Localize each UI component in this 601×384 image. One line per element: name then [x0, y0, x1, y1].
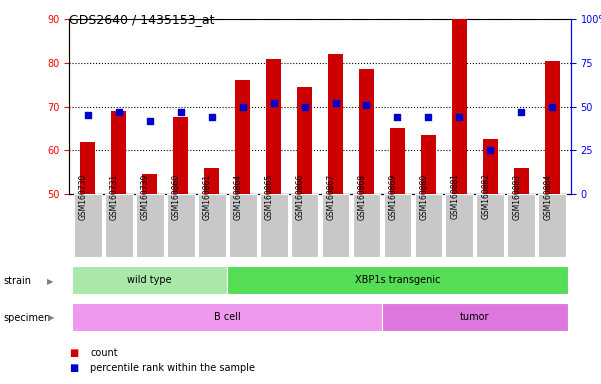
Bar — [80, 142, 96, 194]
Text: ■: ■ — [69, 363, 78, 373]
Bar — [383, 194, 412, 257]
Bar — [507, 194, 535, 257]
Text: GDS2640 / 1435153_at: GDS2640 / 1435153_at — [69, 13, 215, 26]
Text: GSM160731: GSM160731 — [109, 173, 118, 220]
Bar — [483, 139, 498, 194]
Point — [300, 104, 310, 110]
Bar — [421, 135, 436, 194]
Text: GSM160884: GSM160884 — [543, 174, 552, 220]
Bar — [136, 194, 163, 257]
Bar — [72, 266, 227, 294]
Bar — [105, 194, 133, 257]
Bar — [204, 168, 219, 194]
Bar — [328, 54, 343, 194]
Text: GSM160730: GSM160730 — [79, 173, 88, 220]
Point — [517, 109, 526, 115]
Bar — [266, 58, 281, 194]
Point — [145, 118, 154, 124]
Point — [114, 109, 123, 115]
Text: wild type: wild type — [127, 275, 172, 285]
Bar — [142, 174, 157, 194]
Point — [486, 147, 495, 153]
Point — [331, 100, 340, 106]
Text: strain: strain — [3, 276, 31, 286]
Bar — [514, 168, 529, 194]
Point — [176, 109, 186, 115]
Bar — [477, 194, 504, 257]
Bar — [74, 194, 102, 257]
Bar — [382, 303, 568, 331]
Text: ■: ■ — [69, 348, 78, 358]
Point — [207, 114, 216, 120]
Bar — [538, 194, 566, 257]
Bar — [228, 194, 257, 257]
Text: count: count — [90, 348, 118, 358]
Bar — [445, 194, 474, 257]
Text: specimen: specimen — [3, 313, 50, 323]
Text: B cell: B cell — [214, 312, 240, 322]
Text: GSM160880: GSM160880 — [419, 174, 429, 220]
Text: ▶: ▶ — [48, 313, 54, 322]
Bar — [359, 70, 374, 194]
Point — [392, 114, 402, 120]
Text: GSM160868: GSM160868 — [358, 174, 367, 220]
Text: GSM160881: GSM160881 — [450, 174, 459, 219]
Text: GSM160739: GSM160739 — [141, 173, 150, 220]
Point — [269, 100, 278, 106]
Text: GSM160864: GSM160864 — [234, 173, 243, 220]
Text: tumor: tumor — [460, 312, 490, 322]
Point — [548, 104, 557, 110]
Text: GSM160861: GSM160861 — [203, 174, 212, 220]
Text: GSM160869: GSM160869 — [388, 173, 397, 220]
Bar — [166, 194, 195, 257]
Point — [238, 104, 248, 110]
Text: XBP1s transgenic: XBP1s transgenic — [355, 275, 440, 285]
Bar — [322, 194, 349, 257]
Bar — [291, 194, 319, 257]
Point — [362, 102, 371, 108]
Bar — [173, 118, 188, 194]
Bar — [415, 194, 442, 257]
Text: GSM160867: GSM160867 — [326, 173, 335, 220]
Text: GSM160860: GSM160860 — [172, 173, 181, 220]
Text: GSM160866: GSM160866 — [296, 173, 305, 220]
Bar — [353, 194, 380, 257]
Text: ▶: ▶ — [47, 276, 53, 286]
Bar — [297, 87, 313, 194]
Point — [83, 112, 93, 118]
Bar — [452, 19, 467, 194]
Bar — [260, 194, 287, 257]
Bar — [227, 266, 568, 294]
Bar — [389, 128, 405, 194]
Text: GSM160865: GSM160865 — [264, 173, 273, 220]
Bar — [198, 194, 225, 257]
Bar — [545, 61, 560, 194]
Text: percentile rank within the sample: percentile rank within the sample — [90, 363, 255, 373]
Bar — [111, 111, 126, 194]
Text: GSM160882: GSM160882 — [481, 174, 490, 219]
Text: GSM160883: GSM160883 — [513, 174, 522, 220]
Bar — [72, 303, 382, 331]
Point — [454, 114, 464, 120]
Point — [424, 114, 433, 120]
Bar — [235, 80, 251, 194]
